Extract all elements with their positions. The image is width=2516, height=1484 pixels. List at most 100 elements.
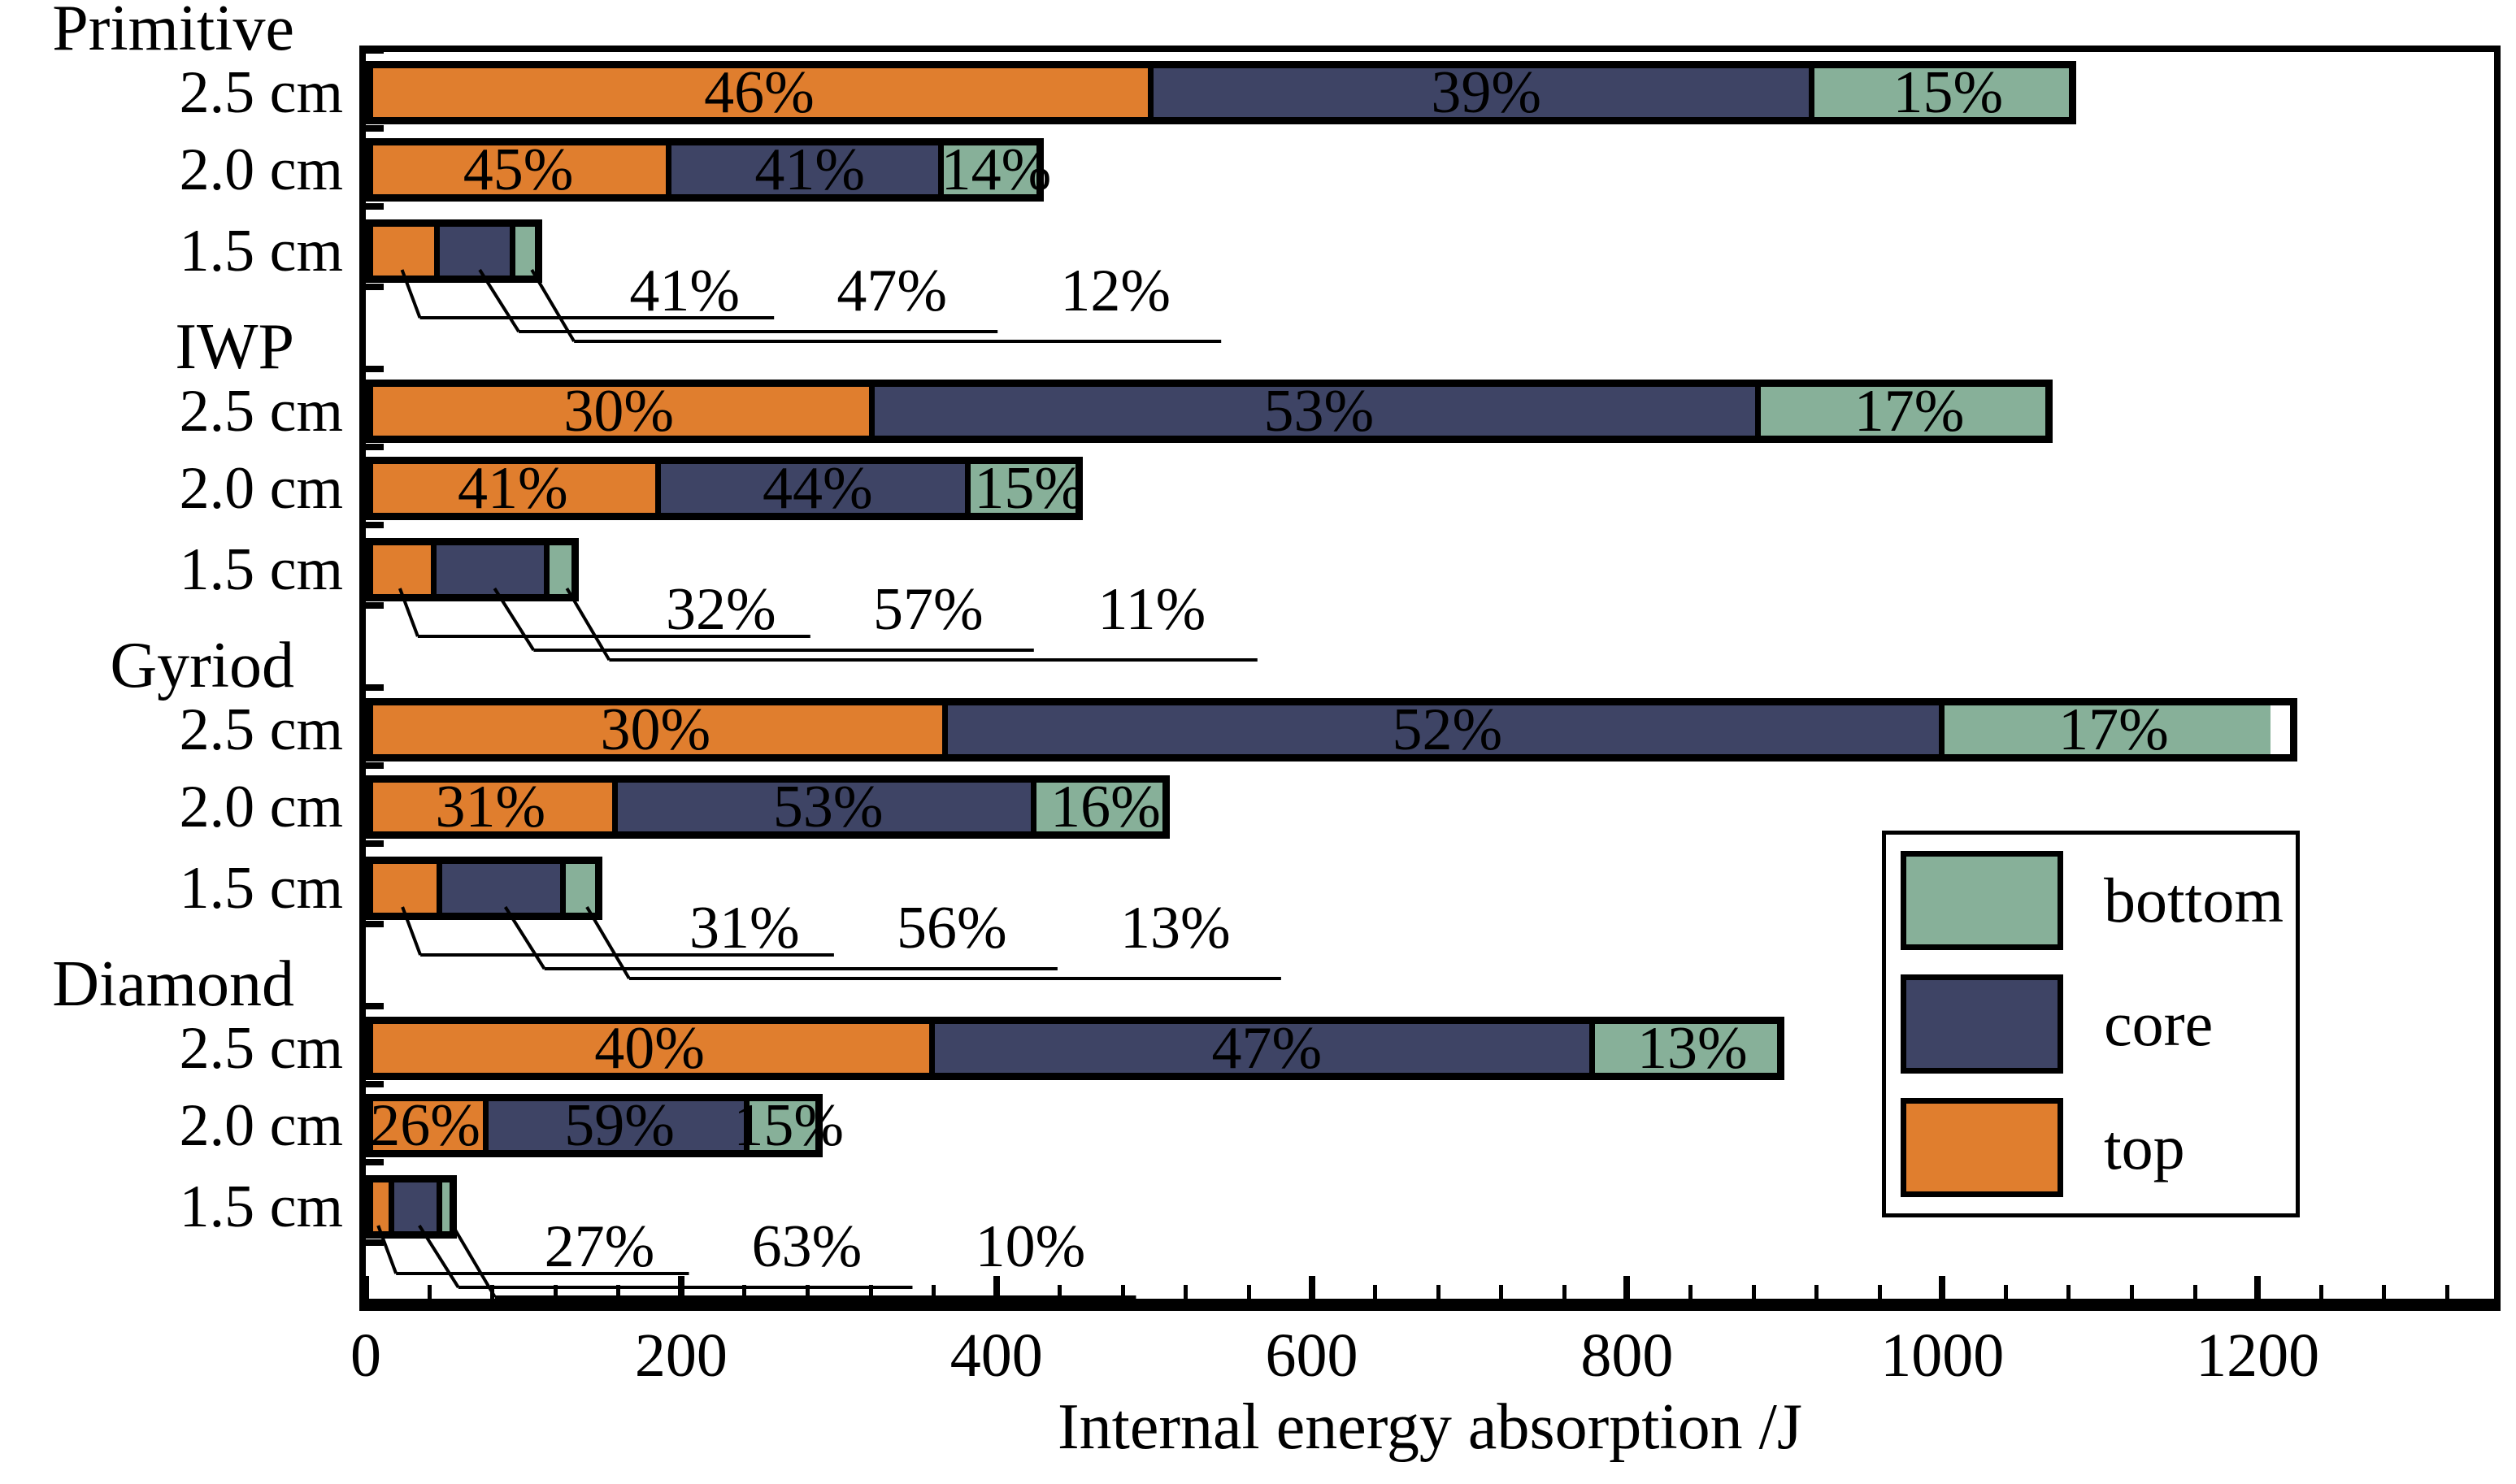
legend-swatch-bottom bbox=[1901, 851, 2063, 950]
x-minor-tick bbox=[742, 1285, 747, 1300]
pct-label-top-iwp-2.0cm: 41% bbox=[458, 455, 568, 522]
x-minor-tick bbox=[868, 1285, 873, 1300]
segment-bottom-gyriod-2.5cm bbox=[1945, 705, 2270, 754]
segment-core-primitive-2.0cm bbox=[671, 145, 944, 194]
segment-bottom-iwp-1.5cm bbox=[549, 545, 571, 594]
segment-top-diamond-1.5cm bbox=[373, 1182, 394, 1231]
segment-bottom-iwp-2.5cm bbox=[1761, 387, 2045, 436]
pct-label-core-gyriod-1.5cm: 56% bbox=[897, 895, 1007, 961]
x-minor-tick bbox=[1184, 1285, 1188, 1300]
segment-core-iwp-1.5cm bbox=[437, 545, 550, 594]
pct-label-top-diamond-2.5cm: 40% bbox=[594, 1015, 705, 1082]
pct-label-top-gyriod-2.0cm: 31% bbox=[435, 774, 546, 840]
row-label-iwp-2.5cm: 2.5 cm bbox=[179, 378, 343, 445]
y-axis-tick bbox=[366, 203, 384, 210]
x-minor-tick bbox=[2382, 1285, 2387, 1300]
bar-diamond-1.5cm bbox=[366, 1175, 458, 1239]
segment-top-iwp-2.5cm bbox=[373, 387, 876, 436]
y-axis-tick bbox=[366, 444, 384, 450]
y-axis-tick bbox=[366, 366, 384, 372]
y-axis-tick bbox=[366, 1003, 384, 1009]
segment-top-diamond-2.0cm bbox=[373, 1101, 489, 1150]
pct-label-bottom-gyriod-1.5cm: 13% bbox=[1120, 895, 1231, 961]
pct-label-top-primitive-1.5cm: 41% bbox=[629, 258, 741, 324]
x-tick-label: 0 bbox=[350, 1321, 381, 1390]
pct-label-bottom-primitive-1.5cm: 12% bbox=[1060, 258, 1171, 324]
x-major-tick bbox=[1939, 1276, 1946, 1300]
row-label-gyriod-1.5cm: 1.5 cm bbox=[179, 855, 343, 922]
bar-primitive-2.5cm bbox=[366, 61, 2077, 124]
y-axis-tick bbox=[366, 1081, 384, 1087]
row-label-primitive-2.5cm: 2.5 cm bbox=[179, 59, 343, 126]
y-axis-tick bbox=[366, 47, 384, 54]
legend-entry-bottom: bottom bbox=[1901, 851, 2284, 950]
x-minor-tick bbox=[1436, 1285, 1441, 1300]
row-label-primitive-1.5cm: 1.5 cm bbox=[179, 218, 343, 284]
group-label-iwp: IWP bbox=[175, 311, 294, 383]
row-label-iwp-2.0cm: 2.0 cm bbox=[179, 455, 343, 522]
segment-bottom-gyriod-1.5cm bbox=[566, 864, 595, 913]
pct-label-bottom-iwp-1.5cm: 11% bbox=[1097, 576, 1206, 643]
y-axis-tick bbox=[366, 1159, 384, 1165]
segment-bottom-iwp-2.0cm bbox=[970, 464, 1076, 513]
legend-label-bottom: bottom bbox=[2104, 865, 2284, 935]
x-major-tick bbox=[1308, 1276, 1315, 1300]
legend-label-top: top bbox=[2104, 1112, 2185, 1182]
segment-core-iwp-2.0cm bbox=[661, 464, 971, 513]
y-axis-tick bbox=[366, 522, 384, 528]
y-axis-tick bbox=[366, 1239, 384, 1246]
x-minor-tick bbox=[2444, 1285, 2449, 1300]
segment-core-iwp-2.5cm bbox=[875, 387, 1762, 436]
x-major-tick bbox=[677, 1276, 684, 1300]
pct-label-bottom-primitive-2.5cm: 15% bbox=[1892, 59, 2004, 126]
row-label-diamond-2.5cm: 2.5 cm bbox=[179, 1015, 343, 1082]
x-minor-tick bbox=[616, 1285, 621, 1300]
segment-bottom-diamond-2.5cm bbox=[1594, 1024, 1778, 1073]
x-major-tick bbox=[993, 1276, 1000, 1300]
segment-top-primitive-2.0cm bbox=[373, 145, 672, 194]
x-axis-title: Internal energy absorption /J bbox=[1057, 1391, 1803, 1463]
group-label-primitive: Primitive bbox=[52, 0, 294, 64]
x-minor-tick bbox=[1246, 1285, 1251, 1300]
legend-entry-top: top bbox=[1901, 1098, 2185, 1197]
segment-bottom-primitive-2.0cm bbox=[943, 145, 1036, 194]
pct-label-core-gyriod-2.0cm: 53% bbox=[772, 774, 884, 840]
y-axis-tick bbox=[366, 762, 384, 769]
legend-label-core: core bbox=[2104, 988, 2214, 1059]
x-minor-tick bbox=[1499, 1285, 1504, 1300]
x-minor-tick bbox=[1562, 1285, 1567, 1300]
segment-core-diamond-2.0cm bbox=[488, 1101, 750, 1150]
pct-label-bottom-iwp-2.0cm: 15% bbox=[974, 455, 1084, 522]
pct-label-core-primitive-2.0cm: 41% bbox=[754, 137, 866, 203]
x-minor-tick bbox=[1751, 1285, 1756, 1300]
segment-top-gyriod-1.5cm bbox=[373, 864, 442, 913]
x-minor-tick bbox=[2318, 1285, 2323, 1300]
legend: bottom core top bbox=[1882, 831, 2300, 1217]
pct-label-core-primitive-1.5cm: 47% bbox=[836, 258, 948, 324]
row-label-gyriod-2.5cm: 2.5 cm bbox=[179, 696, 343, 763]
pct-label-top-primitive-2.5cm: 46% bbox=[704, 59, 815, 126]
pct-label-core-iwp-2.5cm: 53% bbox=[1263, 378, 1375, 445]
segment-top-iwp-1.5cm bbox=[373, 545, 437, 594]
bar-diamond-2.5cm bbox=[366, 1017, 1785, 1080]
group-label-diamond: Diamond bbox=[52, 948, 294, 1020]
y-axis-tick bbox=[366, 602, 384, 609]
x-minor-tick bbox=[427, 1285, 432, 1300]
segment-core-primitive-2.5cm bbox=[1153, 68, 1815, 117]
segment-bottom-diamond-2.0cm bbox=[749, 1101, 816, 1150]
segment-bottom-primitive-1.5cm bbox=[515, 227, 536, 276]
x-minor-tick bbox=[2129, 1285, 2134, 1300]
pct-label-core-iwp-2.0cm: 44% bbox=[763, 455, 873, 522]
y-axis-tick bbox=[366, 284, 384, 290]
x-tick-label: 200 bbox=[634, 1321, 728, 1390]
legend-swatch-core bbox=[1901, 974, 2063, 1074]
y-axis-tick bbox=[366, 125, 384, 132]
x-minor-tick bbox=[1814, 1285, 1819, 1300]
pct-label-bottom-diamond-2.0cm: 15% bbox=[733, 1092, 845, 1159]
pct-label-bottom-diamond-2.5cm: 13% bbox=[1637, 1015, 1748, 1082]
segment-core-primitive-1.5cm bbox=[439, 227, 516, 276]
segment-bottom-gyriod-2.0cm bbox=[1036, 783, 1162, 831]
pct-label-bottom-diamond-1.5cm: 10% bbox=[975, 1213, 1086, 1280]
pct-label-top-diamond-1.5cm: 27% bbox=[544, 1213, 655, 1280]
segment-core-gyriod-2.0cm bbox=[618, 783, 1036, 831]
